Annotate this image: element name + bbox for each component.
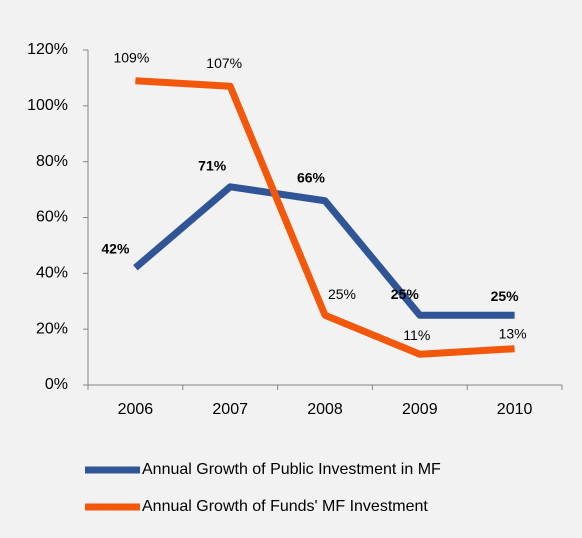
data-label: 107% — [206, 55, 242, 71]
x-tick-label: 2010 — [497, 401, 533, 418]
series-line — [135, 77, 515, 358]
legend-label: Annual Growth of Public Investment in MF — [142, 461, 441, 478]
data-label: 25% — [491, 288, 520, 304]
y-tick-label: 80% — [36, 153, 68, 170]
x-tick-label: 2008 — [307, 401, 343, 418]
data-label: 71% — [198, 157, 227, 173]
data-label: 25% — [328, 286, 356, 302]
series-line — [133, 183, 515, 319]
y-tick-label: 100% — [27, 97, 68, 114]
data-label: 13% — [499, 325, 527, 341]
data-label: 11% — [403, 327, 430, 343]
legend-label: Annual Growth of Funds' MF Investment — [142, 498, 428, 515]
data-label: 42% — [101, 240, 130, 256]
y-tick-label: 0% — [45, 376, 68, 393]
data-label: 66% — [297, 169, 326, 185]
y-tick-label: 40% — [36, 265, 68, 282]
x-tick-label: 2006 — [118, 401, 154, 418]
y-tick-label: 120% — [27, 41, 68, 58]
x-tick-label: 2007 — [212, 401, 248, 418]
data-label: 109% — [113, 49, 149, 65]
y-tick-label: 20% — [36, 320, 68, 337]
data-label: 25% — [391, 286, 420, 302]
x-tick-label: 2009 — [402, 401, 438, 418]
y-tick-label: 60% — [36, 209, 68, 226]
